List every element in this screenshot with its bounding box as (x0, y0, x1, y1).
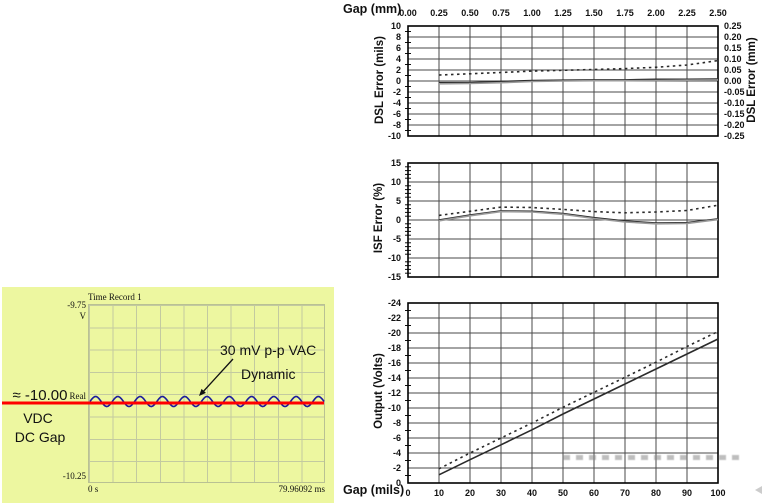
y-tick-label: 10 (391, 21, 401, 31)
time-record-plot-grid (88, 304, 325, 483)
x-tick-label: 0.50 (461, 8, 479, 18)
x-tick-label: 100 (710, 488, 725, 498)
x-tick-label: 0.25 (430, 8, 448, 18)
y-tick-label: 8 (396, 32, 401, 42)
y-tick-label-right: 0.25 (724, 21, 742, 31)
y-tick-label-right: 0.00 (724, 76, 742, 86)
y-tick-label: 5 (396, 196, 401, 206)
y-tick-label-right: -0.05 (724, 87, 745, 97)
x-tick-label: 1.25 (554, 8, 572, 18)
axis-frame (407, 25, 719, 137)
vac-callout-line2: Dynamic (241, 366, 296, 382)
y-tick-label: -14 (388, 373, 401, 383)
x-tick-label: 2.50 (709, 8, 727, 18)
x-tick-label: 10 (434, 488, 444, 498)
callout-arrow-head (199, 388, 206, 396)
y-tick-label: 0 (396, 478, 401, 488)
vac-callout-line1: 30 mV p-p VAC (220, 342, 317, 358)
y-tick-label: -18 (388, 343, 401, 353)
x-tick-label: 1.00 (523, 8, 541, 18)
x-tick-label: 1.75 (616, 8, 634, 18)
faded-watermark-smudge (563, 455, 741, 460)
y-tick-label-right: 0.05 (724, 65, 742, 75)
y-unit-label: V (79, 311, 87, 321)
dsl-error-chart: 0.00 0.25 0.50 0.75 1.00 1.25 1.50 1.75 2.00 2.25… (388, 8, 745, 141)
x-tick-label: 30 (496, 488, 506, 498)
y-tick-label: -4 (393, 98, 401, 108)
x-tick-label: 1.50 (585, 8, 603, 18)
y-tick-label-right: 0.10 (724, 54, 742, 64)
y-tick-label: 6 (396, 43, 401, 53)
series-dashed-isf (438, 204, 719, 217)
y-tick-label: -10 (388, 131, 401, 141)
y-tick-label: 0 (396, 215, 401, 225)
x-tick-label: 80 (651, 488, 661, 498)
y-bottom-tick-label: -10.25 (62, 471, 86, 481)
y-tick-label: -16 (388, 358, 401, 368)
callout-arrow-line (200, 358, 234, 395)
gap-mm-axis-title: Gap (mm) (343, 2, 402, 16)
dc-caption-label: DC Gap (14, 429, 66, 445)
y-tick-label: -22 (388, 313, 401, 323)
y-tick-label: 0 (396, 76, 401, 86)
x-tick-label: 20 (465, 488, 475, 498)
y-tick-label: -6 (393, 433, 401, 443)
y-tick-label: -12 (388, 388, 401, 398)
y-tick-label-right: -0.15 (724, 109, 745, 119)
axis-frame (407, 302, 719, 484)
series-solid-isf-gray (438, 210, 719, 225)
y-tick-label: 4 (396, 54, 401, 64)
series-dashed-output (438, 330, 719, 470)
x-tick-label: 2.00 (647, 8, 665, 18)
y-tick-label-right: -0.10 (724, 98, 745, 108)
x-tick-label: 90 (682, 488, 692, 498)
gap-mils-axis-title: Gap (mils) (343, 483, 405, 497)
dc-unit-label: VDC (23, 410, 53, 426)
y-tick-label: -6 (393, 109, 401, 119)
y-tick-label-right: -0.20 (724, 120, 745, 130)
y-tick-label: -8 (393, 418, 401, 428)
series-dashed-error (438, 59, 719, 76)
y-tick-label: -5 (393, 234, 401, 244)
x-tick-label: 0 (405, 488, 410, 498)
plot-title: Time Record 1 (88, 292, 142, 302)
y-tick-label: -20 (388, 328, 401, 338)
y-tick-label-right: -0.25 (724, 131, 745, 141)
y-tick-label: -8 (393, 120, 401, 130)
y-tick-label: -15 (388, 272, 401, 282)
series-solid-output (438, 338, 719, 476)
oscilloscope-panel: Time Record 1 -9.75 V Real -10.25 0 s 79… (2, 287, 334, 503)
x-tick-label: 70 (620, 488, 630, 498)
corner-artifact (755, 486, 762, 494)
x-tick-label: 0.75 (492, 8, 510, 18)
x-tick-label: 0.00 (399, 8, 417, 18)
output-volts-chart: 0 10 20 30 40 50 60 70 80 90 100-24-22-20-18-16-14… (388, 298, 726, 498)
x-tick-label: 2.25 (678, 8, 696, 18)
y-top-tick-label: -9.75 (67, 300, 86, 310)
x-tick-label: 40 (527, 488, 537, 498)
y-tick-label: 10 (391, 177, 401, 187)
y-tick-label: 2 (396, 65, 401, 75)
y-tick-label: -2 (393, 463, 401, 473)
series-solid-error-gray (438, 79, 719, 85)
x-start-label: 0 s (88, 484, 99, 494)
y-tick-label-right: 0.20 (724, 32, 742, 42)
x-tick-label: 50 (558, 488, 568, 498)
x-end-label: 79.96092 ms (278, 484, 325, 494)
y-tick-label-right: 0.15 (724, 43, 742, 53)
y-tick-label: -10 (388, 403, 401, 413)
y-tick-label: 15 (391, 158, 401, 168)
y-tick-label: -2 (393, 87, 401, 97)
y-tick-label: -24 (388, 298, 401, 308)
y-tick-label: -10 (388, 253, 401, 263)
waveform-layer (2, 358, 325, 408)
y-tick-label: -4 (393, 448, 401, 458)
dc-value-label: ≈ -10.00 (12, 387, 68, 404)
trace-label: Real (69, 391, 87, 401)
vac-waveform (89, 395, 325, 408)
x-tick-label: 60 (589, 488, 599, 498)
isf-error-chart: 15 10 5 0 -5 -10 -15 (388, 158, 719, 282)
